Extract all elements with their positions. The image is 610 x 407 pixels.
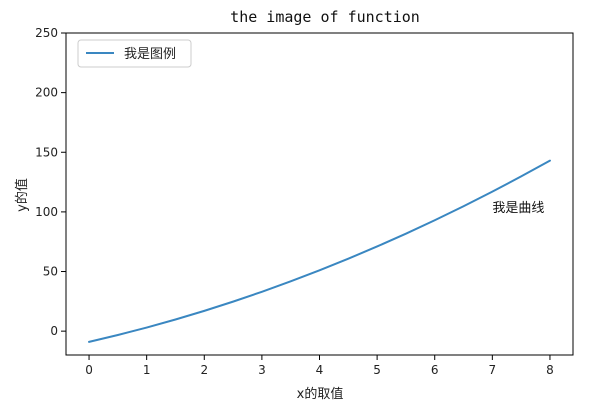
chart-title: the image of function <box>230 8 420 26</box>
y-tick-label: 0 <box>50 324 58 338</box>
y-tick-label: 150 <box>35 145 58 159</box>
x-tick-label: 1 <box>143 363 151 377</box>
y-axis-ticks: 0 50 100 150 200 250 <box>35 26 66 338</box>
x-axis-label: x的取值 <box>297 386 344 402</box>
x-tick-label: 8 <box>546 363 554 377</box>
x-tick-label: 3 <box>258 363 266 377</box>
y-axis-label: y的值 <box>14 178 30 212</box>
y-tick-label: 200 <box>35 86 58 100</box>
y-tick-label: 50 <box>43 265 58 279</box>
x-tick-label: 4 <box>316 363 324 377</box>
y-tick-label: 250 <box>35 26 58 40</box>
y-tick-label: 100 <box>35 205 58 219</box>
x-tick-label: 6 <box>431 363 439 377</box>
series-layer <box>88 159 551 343</box>
legend-label: 我是图例 <box>124 47 176 62</box>
x-tick-label: 7 <box>489 363 497 377</box>
x-axis-ticks: 0 1 2 3 4 5 6 7 8 <box>85 355 554 377</box>
series-line <box>88 159 551 343</box>
curve-annotation: 我是曲线 <box>492 201 544 216</box>
legend-box <box>77 39 192 68</box>
legend: 我是图例 <box>77 39 192 68</box>
x-tick-label: 5 <box>373 363 381 377</box>
x-tick-label: 0 <box>85 363 93 377</box>
x-tick-label: 2 <box>200 363 208 377</box>
plot-area <box>65 32 574 356</box>
